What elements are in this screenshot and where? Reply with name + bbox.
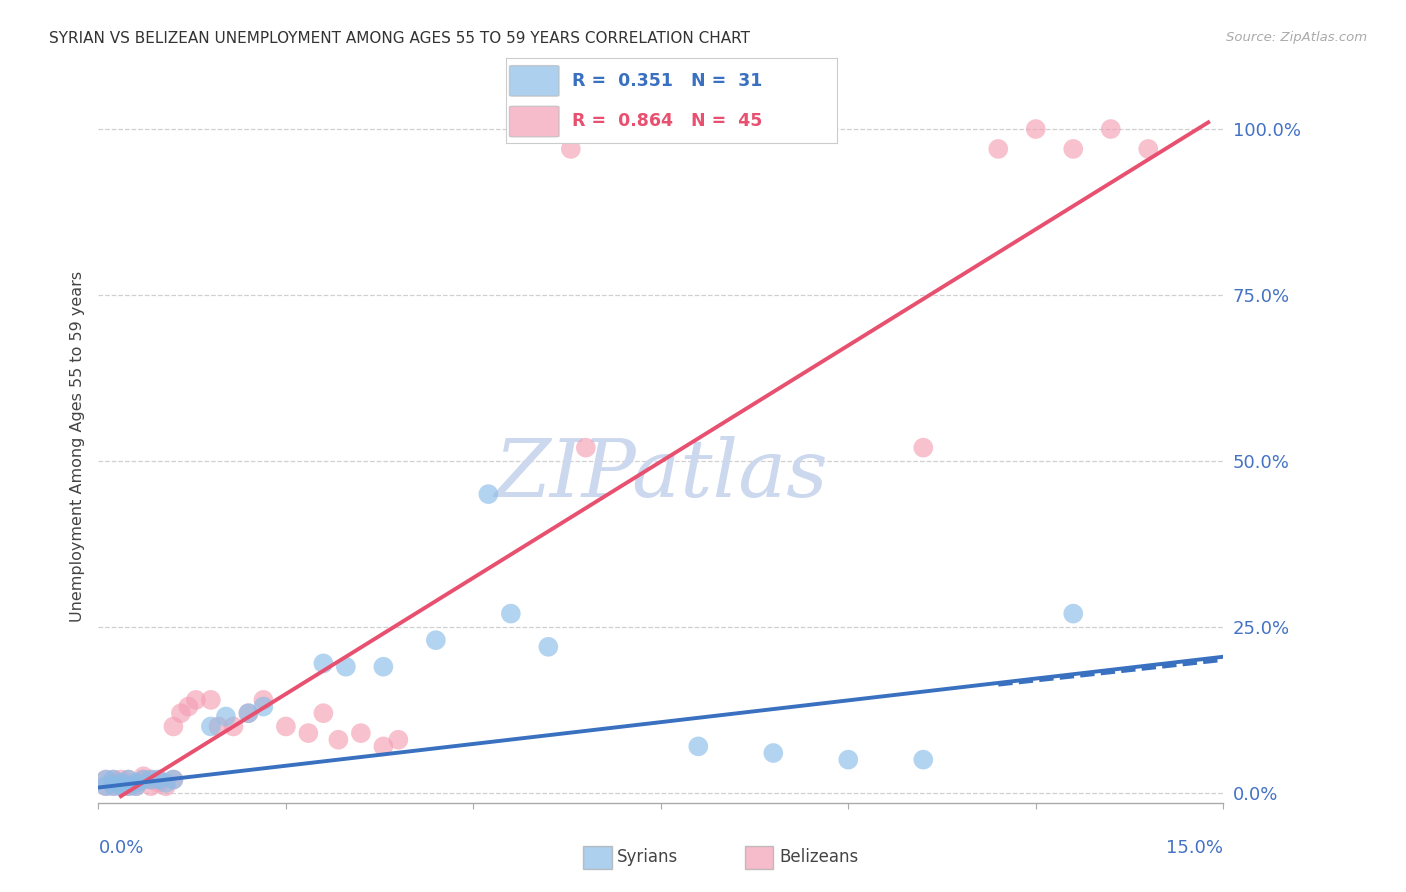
Point — [103, 779, 125, 793]
Point — [148, 772, 170, 787]
Point — [148, 776, 170, 790]
Point — [312, 657, 335, 671]
Point — [117, 772, 139, 787]
Point — [162, 772, 184, 787]
Point — [215, 709, 238, 723]
Text: Syrians: Syrians — [617, 848, 679, 866]
Point — [238, 706, 260, 721]
Point — [132, 769, 155, 783]
Point — [162, 719, 184, 733]
Y-axis label: Unemployment Among Ages 55 to 59 years: Unemployment Among Ages 55 to 59 years — [69, 270, 84, 622]
Point — [117, 779, 139, 793]
Point — [837, 753, 859, 767]
Point — [238, 706, 260, 721]
Text: SYRIAN VS BELIZEAN UNEMPLOYMENT AMONG AGES 55 TO 59 YEARS CORRELATION CHART: SYRIAN VS BELIZEAN UNEMPLOYMENT AMONG AG… — [49, 31, 751, 46]
Point — [252, 699, 274, 714]
Point — [132, 772, 155, 787]
Point — [139, 779, 162, 793]
Point — [125, 779, 148, 793]
Point — [537, 122, 560, 136]
Point — [139, 772, 162, 787]
Point — [297, 726, 319, 740]
Point — [987, 142, 1010, 156]
Point — [155, 776, 177, 790]
Point — [252, 693, 274, 707]
FancyBboxPatch shape — [509, 106, 560, 136]
Point — [912, 441, 935, 455]
Point — [110, 779, 132, 793]
Point — [274, 719, 297, 733]
Point — [560, 142, 582, 156]
Point — [94, 772, 117, 787]
Point — [110, 776, 132, 790]
Point — [1025, 122, 1047, 136]
Point — [162, 772, 184, 787]
Point — [132, 772, 155, 787]
Point — [477, 487, 499, 501]
Point — [350, 726, 373, 740]
Text: 15.0%: 15.0% — [1166, 839, 1223, 857]
Text: Belizeans: Belizeans — [779, 848, 858, 866]
Point — [110, 772, 132, 787]
Point — [1062, 607, 1084, 621]
Point — [373, 659, 395, 673]
Point — [184, 693, 207, 707]
Point — [222, 719, 245, 733]
Text: ZIPatlas: ZIPatlas — [494, 436, 828, 513]
Point — [155, 779, 177, 793]
Point — [94, 779, 117, 793]
Point — [148, 772, 170, 787]
Point — [117, 772, 139, 787]
Text: Source: ZipAtlas.com: Source: ZipAtlas.com — [1226, 31, 1367, 45]
Point — [110, 776, 132, 790]
Text: 0.0%: 0.0% — [98, 839, 143, 857]
Text: R =  0.864   N =  45: R = 0.864 N = 45 — [572, 112, 762, 130]
Point — [575, 441, 598, 455]
Point — [335, 659, 357, 673]
Point — [373, 739, 395, 754]
Point — [103, 772, 125, 787]
Point — [688, 739, 710, 754]
Point — [499, 607, 522, 621]
Point — [912, 753, 935, 767]
Point — [200, 693, 222, 707]
Point — [170, 706, 193, 721]
Point — [762, 746, 785, 760]
Point — [425, 633, 447, 648]
Point — [328, 732, 350, 747]
Point — [1062, 142, 1084, 156]
Point — [94, 772, 117, 787]
Point — [125, 776, 148, 790]
Point — [312, 706, 335, 721]
Point — [1137, 142, 1160, 156]
Point — [207, 719, 229, 733]
Point — [103, 779, 125, 793]
Text: R =  0.351   N =  31: R = 0.351 N = 31 — [572, 72, 762, 90]
Point — [94, 779, 117, 793]
Point — [139, 772, 162, 787]
Point — [103, 772, 125, 787]
Point — [117, 779, 139, 793]
Point — [110, 779, 132, 793]
Point — [537, 640, 560, 654]
Point — [103, 776, 125, 790]
Point — [387, 732, 409, 747]
Point — [1099, 122, 1122, 136]
Point — [125, 776, 148, 790]
FancyBboxPatch shape — [509, 66, 560, 96]
Point — [125, 779, 148, 793]
Point — [177, 699, 200, 714]
Point — [200, 719, 222, 733]
